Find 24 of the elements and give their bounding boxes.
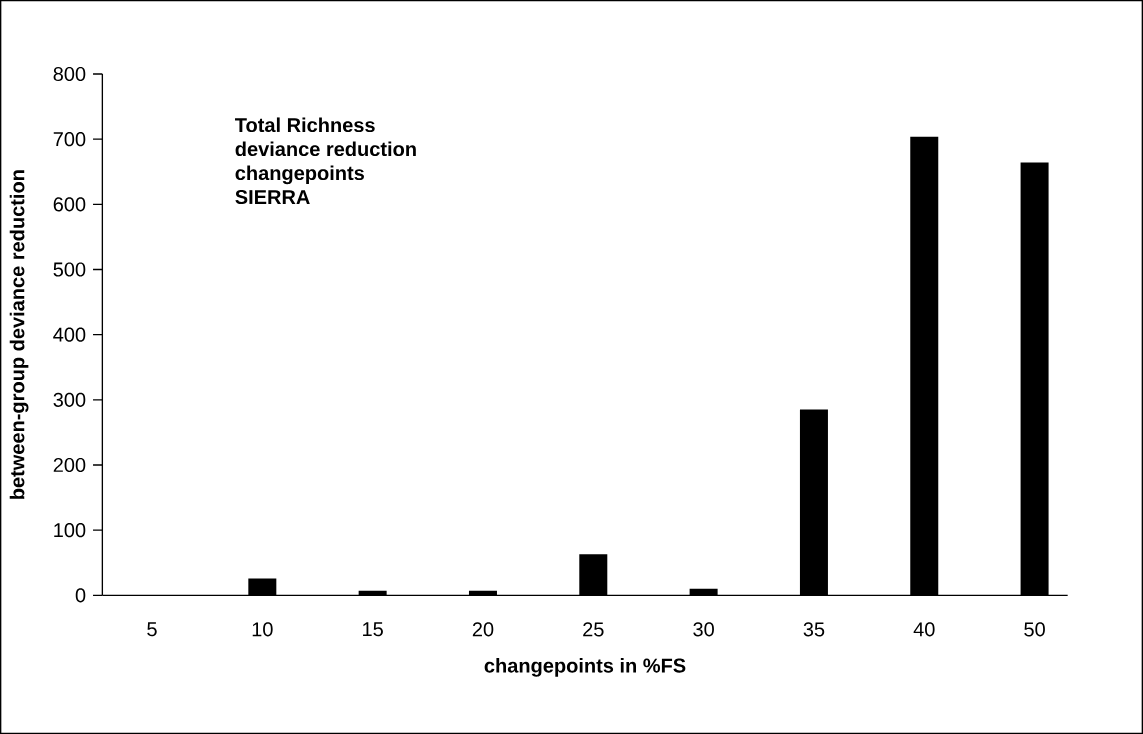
x-tick-label: 5 xyxy=(147,622,157,637)
x-tick-label: 25 xyxy=(583,622,604,637)
y-tick-label: 800 xyxy=(53,66,86,82)
y-axis-title: between-group deviance reduction xyxy=(9,170,29,499)
x-tick-label: 15 xyxy=(363,622,383,637)
y-tick-label: 0 xyxy=(75,588,86,603)
x-tick-label: 50 xyxy=(1024,622,1045,637)
x-tick-label: 40 xyxy=(913,622,935,637)
y-tick-label: 300 xyxy=(53,392,86,407)
annotation: changepoints xyxy=(235,165,364,185)
x-tick-label: 35 xyxy=(803,622,825,637)
y-tick-label: 700 xyxy=(53,132,86,147)
annotation: Total Richness xyxy=(235,117,375,133)
y-tick-label: 600 xyxy=(53,197,86,212)
y-tick-label: 500 xyxy=(53,262,86,277)
x-tick-label: 10 xyxy=(252,622,273,637)
y-tick-label: 400 xyxy=(53,327,86,342)
y-tick-label: 100 xyxy=(54,523,86,538)
annotation: deviance reduction xyxy=(235,141,416,157)
y-tick-label: 200 xyxy=(53,457,86,473)
x-tick-label: 20 xyxy=(472,622,494,637)
annotation: SIERRA xyxy=(235,189,310,205)
x-tick-label: 30 xyxy=(693,622,714,637)
x-axis-title: changepoints in %FS xyxy=(484,658,686,677)
